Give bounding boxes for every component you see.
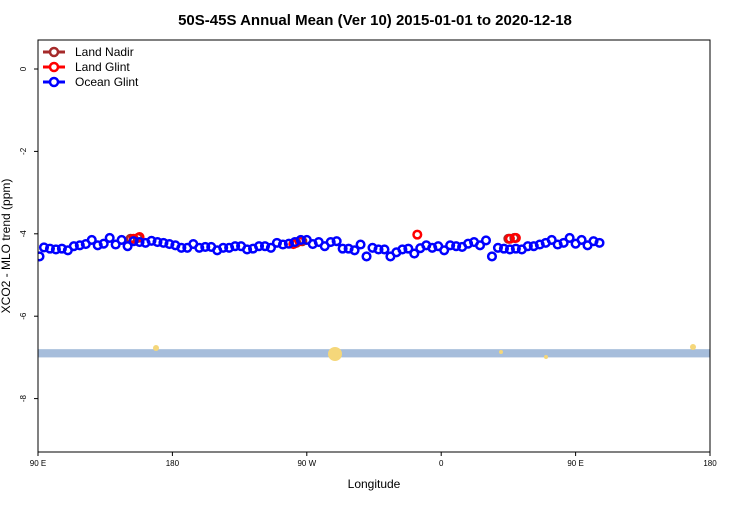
data-point bbox=[379, 244, 390, 255]
data-point bbox=[50, 244, 61, 255]
land-band-layer bbox=[38, 344, 710, 361]
data-point bbox=[331, 236, 342, 247]
legend-label: Land Nadir bbox=[75, 45, 134, 59]
land-spot bbox=[499, 350, 503, 354]
data-point bbox=[86, 234, 97, 246]
data-point bbox=[104, 232, 115, 243]
legend-marker bbox=[48, 46, 60, 58]
data-point bbox=[397, 244, 408, 255]
legend-marker bbox=[48, 76, 60, 88]
x-axis-label: Longitude bbox=[348, 477, 401, 491]
data-point bbox=[439, 245, 450, 256]
land-spot bbox=[690, 344, 696, 350]
land-band bbox=[38, 349, 710, 358]
data-point bbox=[230, 241, 241, 252]
data-point bbox=[176, 242, 187, 253]
data-point bbox=[38, 251, 45, 262]
data-point bbox=[403, 243, 414, 254]
data-point bbox=[412, 229, 423, 240]
data-point bbox=[38, 242, 50, 253]
data-point bbox=[242, 244, 253, 255]
y-tick-label: -8 bbox=[19, 394, 28, 402]
data-point bbox=[355, 239, 366, 250]
data-point bbox=[510, 243, 521, 254]
data-point bbox=[361, 251, 372, 262]
land-spot bbox=[328, 347, 342, 361]
land-spot bbox=[544, 355, 548, 359]
data-point bbox=[253, 241, 265, 252]
data-point bbox=[474, 240, 486, 251]
y-tick-label: -2 bbox=[19, 147, 28, 155]
data-point bbox=[134, 236, 145, 248]
data-point bbox=[451, 241, 462, 252]
data-point bbox=[510, 232, 521, 243]
data-point bbox=[564, 232, 575, 243]
land-spot bbox=[153, 345, 159, 351]
plot-frame bbox=[37, 39, 711, 453]
data-point bbox=[146, 235, 157, 246]
data-point bbox=[373, 244, 384, 255]
data-point bbox=[218, 242, 229, 253]
data-point bbox=[594, 237, 605, 248]
data-point bbox=[122, 241, 133, 252]
x-tick-label: 180 bbox=[166, 459, 180, 468]
data-point bbox=[74, 240, 85, 251]
data-point bbox=[576, 234, 587, 246]
x-tick-label: 90 E bbox=[567, 459, 583, 468]
legend-marker bbox=[48, 61, 60, 73]
data-point bbox=[158, 237, 169, 248]
y-tick-label: -6 bbox=[19, 312, 28, 320]
x-tick-label: 90 E bbox=[30, 459, 46, 468]
y-tick-label: 0 bbox=[19, 66, 28, 71]
data-point bbox=[498, 243, 509, 254]
data-point bbox=[152, 236, 163, 248]
data-point bbox=[164, 239, 175, 250]
data-point bbox=[277, 239, 288, 250]
y-tick-label: -4 bbox=[19, 230, 28, 238]
data-point bbox=[98, 238, 109, 249]
x-tick-label: 90 W bbox=[297, 459, 316, 468]
data-point bbox=[480, 235, 492, 246]
data-point bbox=[522, 241, 533, 252]
data-point bbox=[492, 242, 503, 253]
data-point bbox=[68, 241, 79, 252]
data-point bbox=[128, 236, 139, 247]
data-point bbox=[504, 244, 515, 255]
axes-layer: 90 E 180 90 W 0 90 E 180 0 -2 -4 -6 -8 bbox=[19, 66, 717, 468]
legend-label: Land Glint bbox=[75, 60, 130, 74]
legend-label: Ocean Glint bbox=[75, 75, 139, 89]
x-tick-label: 180 bbox=[703, 459, 717, 468]
series-ocean-glint bbox=[38, 232, 605, 262]
data-point bbox=[200, 241, 211, 253]
data-point bbox=[486, 251, 498, 262]
data-point bbox=[295, 234, 306, 246]
y-axis-label: XCO2 - MLO trend (ppm) bbox=[0, 179, 13, 314]
data-point bbox=[325, 236, 336, 248]
data-point bbox=[194, 242, 205, 253]
data-point bbox=[265, 242, 277, 253]
data-point bbox=[337, 243, 348, 254]
data-point bbox=[409, 248, 420, 259]
data-point bbox=[116, 234, 127, 246]
data-point bbox=[44, 243, 55, 254]
series-land-glint bbox=[128, 229, 521, 250]
chart-title: 50S-45S Annual Mean (Ver 10) 2015-01-01 … bbox=[178, 12, 572, 29]
data-point bbox=[349, 245, 360, 256]
points-layer bbox=[38, 229, 605, 262]
data-point bbox=[445, 240, 456, 251]
data-point bbox=[558, 237, 569, 248]
data-point bbox=[504, 233, 515, 244]
x-tick-label: 0 bbox=[439, 459, 444, 468]
